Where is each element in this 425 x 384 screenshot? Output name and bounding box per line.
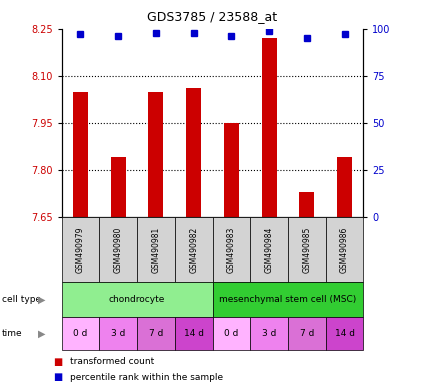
Bar (110, 157, 126, 217)
Bar (186, 88, 201, 217)
Text: GSM490982: GSM490982 (189, 227, 198, 273)
Text: GDS3785 / 23588_at: GDS3785 / 23588_at (147, 10, 278, 23)
Bar (73, 91, 88, 217)
Bar (337, 157, 352, 217)
Text: GSM490979: GSM490979 (76, 226, 85, 273)
Text: 0 d: 0 d (73, 329, 88, 338)
Text: GSM490980: GSM490980 (114, 227, 123, 273)
Text: ▶: ▶ (38, 295, 45, 305)
Text: ■: ■ (53, 372, 62, 382)
Text: 14 d: 14 d (334, 329, 354, 338)
Text: GSM490981: GSM490981 (151, 227, 160, 273)
Bar (148, 91, 164, 217)
Text: mesenchymal stem cell (MSC): mesenchymal stem cell (MSC) (219, 295, 357, 304)
Text: 14 d: 14 d (184, 329, 204, 338)
Text: GSM490985: GSM490985 (302, 227, 311, 273)
Text: GSM490983: GSM490983 (227, 227, 236, 273)
Bar (299, 192, 314, 217)
Text: time: time (2, 329, 23, 338)
Text: GSM490986: GSM490986 (340, 227, 349, 273)
Text: ■: ■ (53, 357, 62, 367)
Text: ▶: ▶ (38, 328, 45, 339)
Text: chondrocyte: chondrocyte (109, 295, 165, 304)
Text: transformed count: transformed count (70, 357, 154, 366)
Text: 3 d: 3 d (111, 329, 125, 338)
Text: GSM490984: GSM490984 (265, 227, 274, 273)
Bar (224, 123, 239, 217)
Text: 0 d: 0 d (224, 329, 238, 338)
Text: cell type: cell type (2, 295, 41, 304)
Bar (261, 38, 277, 217)
Text: 7 d: 7 d (149, 329, 163, 338)
Text: 3 d: 3 d (262, 329, 276, 338)
Text: 7 d: 7 d (300, 329, 314, 338)
Text: percentile rank within the sample: percentile rank within the sample (70, 372, 223, 382)
